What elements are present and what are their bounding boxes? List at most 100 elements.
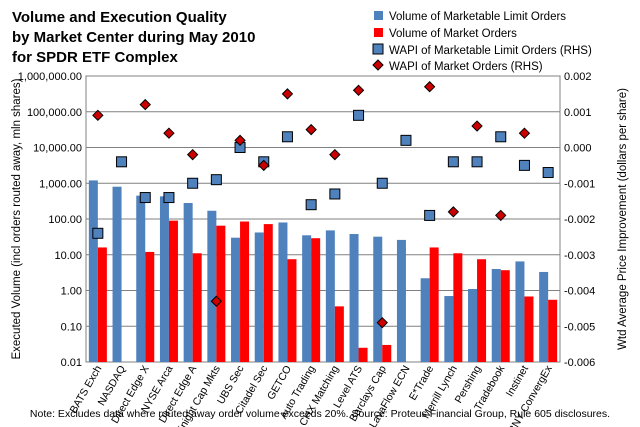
bar-market-volume (311, 238, 321, 362)
bar-limit-volume (491, 268, 501, 362)
legend-marker-market-wapi (372, 59, 384, 71)
bar-market-volume (524, 296, 534, 362)
marker-limit-wapi (376, 177, 388, 189)
bar-market-volume (500, 270, 510, 362)
bars (88, 180, 558, 362)
bar-market-volume (382, 344, 392, 362)
bar-limit-volume (325, 230, 335, 362)
legend-label-limit-volume: Volume of Marketable Limit Orders (389, 11, 566, 23)
left-tick-label: 1,000,000.00 (18, 71, 82, 83)
marker-market-wapi (163, 127, 175, 139)
right-axis-title: Wtd Average Price Improvement (dollars p… (617, 88, 629, 350)
marker-market-wapi (423, 81, 436, 93)
chart-title-line-3: for SPDR ETF Complex (12, 49, 179, 66)
right-axis-ticks: 0.002 0.001 0.000 -0.001 -0.002 -0.003 -0.004 -… (564, 71, 595, 369)
marker-limit-wapi (116, 156, 128, 168)
marker-limit-wapi (305, 199, 317, 211)
bar-limit-volume (136, 195, 146, 362)
marker-limit-wapi (518, 159, 530, 171)
bar-market-volume (263, 224, 273, 362)
legend-label-market-wapi: WAPI of Market Orders (RHS) (389, 61, 543, 73)
marker-market-wapi (258, 159, 270, 172)
bar-limit-volume (396, 239, 406, 362)
legend-swatch-limit-volume (374, 11, 383, 20)
right-tick-label: 0.000 (564, 143, 592, 155)
marker-market-wapi (210, 295, 223, 307)
chart-title-line-1: Volume and Execution Quality (12, 9, 227, 26)
left-axis-ticks: 0.01 0.10 1.00 10.00 100.00 1,000.00 10,000.00… (18, 71, 82, 369)
marker-market-wapi (139, 98, 151, 111)
bar-limit-volume (302, 235, 312, 362)
footnote: Note: Excludes data where routed away or… (30, 408, 610, 420)
bar-market-volume (287, 259, 297, 362)
marker-market-wapi (352, 84, 365, 97)
bar-market-volume (477, 259, 487, 362)
marker-limit-wapi (424, 209, 436, 221)
marker-market-wapi (518, 127, 531, 139)
marker-limit-wapi (353, 109, 365, 121)
bar-market-volume (216, 225, 226, 362)
marker-limit-wapi (400, 134, 412, 146)
bar-limit-volume (159, 196, 169, 362)
marker-market-wapi (281, 88, 294, 100)
marker-limit-wapi (139, 192, 151, 204)
left-axis-title: Executed Volume (incl orders routed away… (11, 78, 23, 359)
right-tick-label: -0.001 (564, 178, 595, 190)
bar-limit-volume (349, 234, 359, 362)
marker-limit-wapi (281, 131, 293, 143)
marker-market-wapi (234, 134, 246, 147)
legend-marker-limit-wapi (372, 43, 384, 55)
right-tick-label: -0.006 (564, 357, 595, 369)
bar-limit-volume (231, 237, 241, 362)
left-tick-label: 10,000.00 (33, 143, 82, 155)
right-tick-label: -0.005 (564, 321, 595, 333)
marker-limit-wapi (187, 177, 199, 189)
marker-market-wapi (186, 148, 199, 161)
marker-limit-wapi (92, 227, 104, 239)
marker-market-wapi (92, 109, 104, 122)
marker-market-wapi (376, 316, 388, 329)
right-tick-label: -0.002 (564, 214, 595, 226)
left-tick-label: 0.10 (61, 321, 82, 333)
marker-limit-wapi (447, 156, 459, 168)
left-tick-label: 10.00 (54, 250, 82, 262)
right-tick-label: 0.001 (564, 107, 592, 119)
left-tick-label: 1,000.00 (39, 178, 82, 190)
right-tick-label: -0.003 (564, 250, 595, 262)
left-tick-label: 100,000.00 (27, 107, 82, 119)
bar-market-volume (240, 221, 250, 362)
bar-limit-volume (539, 271, 549, 362)
marker-market-wapi (305, 123, 317, 136)
bar-limit-volume (515, 261, 525, 362)
left-tick-label: 100.00 (48, 214, 82, 226)
bar-market-volume (145, 251, 155, 362)
bar-limit-volume (207, 210, 217, 362)
marker-market-wapi (471, 120, 483, 132)
bar-limit-volume (112, 186, 122, 362)
bar-market-volume (334, 306, 344, 362)
bar-market-volume (358, 347, 368, 362)
marker-market-wapi (447, 206, 460, 218)
marker-limit-wapi (542, 167, 554, 179)
bar-market-volume (97, 247, 107, 362)
marker-limit-wapi (163, 192, 175, 204)
bar-market-volume (453, 253, 463, 362)
marker-market-wapi (495, 209, 507, 222)
markers (92, 81, 554, 329)
bar-limit-volume (444, 296, 454, 362)
bar-limit-volume (373, 236, 383, 362)
right-tick-label: -0.004 (564, 286, 595, 298)
marker-limit-wapi (210, 174, 222, 186)
bar-limit-volume (278, 222, 288, 362)
left-tick-label: 1.00 (61, 286, 82, 298)
marker-limit-wapi (495, 131, 507, 143)
marker-market-wapi (329, 148, 341, 161)
bar-limit-volume (254, 232, 264, 362)
bar-market-volume (429, 247, 439, 362)
marker-limit-wapi (329, 188, 341, 200)
legend: Volume of Marketable Limit Orders Volume… (372, 11, 592, 73)
bar-limit-volume (420, 278, 430, 362)
chart-title-line-2: by Market Center during May 2010 (12, 29, 255, 46)
right-tick-label: 0.002 (564, 71, 592, 83)
